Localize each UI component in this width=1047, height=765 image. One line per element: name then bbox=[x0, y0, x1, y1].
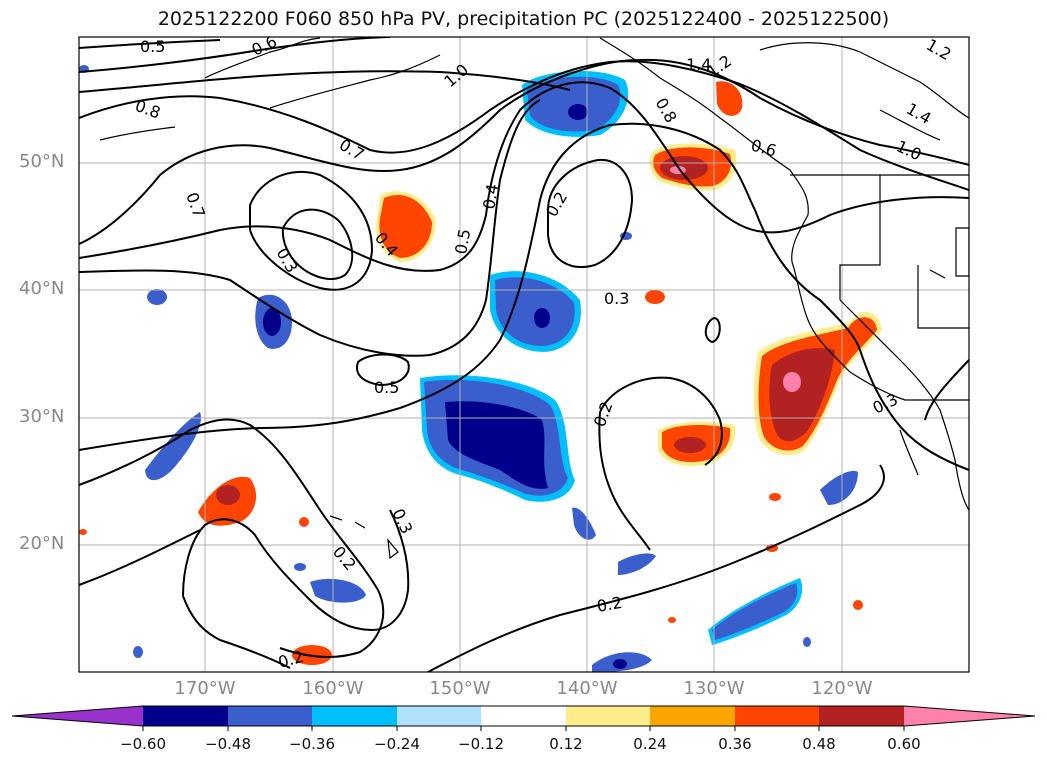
colorbar-tick: −0.24 bbox=[374, 735, 420, 753]
contour-label: 0.4 bbox=[479, 182, 502, 210]
colorbar-tick: 0.12 bbox=[549, 735, 583, 753]
colorbar-tick: 0.60 bbox=[887, 735, 921, 753]
colorbar-tick: −0.36 bbox=[289, 735, 335, 753]
contour-label: 1.4 bbox=[686, 55, 711, 74]
pv-contours bbox=[79, 37, 969, 672]
colorbar-tick: −0.48 bbox=[205, 735, 251, 753]
map-title: 2025122200 F060 850 hPa PV, precipitatio… bbox=[157, 8, 890, 30]
colorbar bbox=[11, 705, 1036, 731]
lat-label-50n: 50°N bbox=[19, 151, 65, 172]
contour-label: 0.2 bbox=[595, 593, 623, 616]
colorbar-tick: 0.48 bbox=[802, 735, 836, 753]
lon-label-120w: 120°W bbox=[811, 678, 873, 699]
coastlines bbox=[99, 37, 969, 560]
lon-label-150w: 150°W bbox=[429, 678, 491, 699]
lon-label-160w: 160°W bbox=[302, 678, 364, 699]
lon-label-170w: 170°W bbox=[174, 678, 236, 699]
contour-label: 0.5 bbox=[451, 227, 474, 255]
map-frame bbox=[78, 36, 970, 673]
colorbar-tick: −0.60 bbox=[120, 735, 166, 753]
lat-label-20n: 20°N bbox=[19, 533, 65, 554]
colorbar-tick: 0.24 bbox=[633, 735, 667, 753]
colorbar-tick: 0.36 bbox=[718, 735, 752, 753]
contour-label: 0.5 bbox=[374, 378, 399, 397]
colorbar-extend-low bbox=[12, 706, 143, 726]
contour-label: 0.3 bbox=[604, 289, 629, 308]
colorbar-extend-high bbox=[904, 706, 1035, 726]
lon-label-140w: 140°W bbox=[556, 678, 618, 699]
graticule bbox=[79, 37, 969, 672]
lat-label-40n: 40°N bbox=[19, 278, 65, 299]
lon-label-130w: 130°W bbox=[683, 678, 745, 699]
lat-label-30n: 30°N bbox=[19, 406, 65, 427]
contour-label: 0.5 bbox=[140, 37, 165, 56]
colorbar-tick: −0.12 bbox=[458, 735, 504, 753]
